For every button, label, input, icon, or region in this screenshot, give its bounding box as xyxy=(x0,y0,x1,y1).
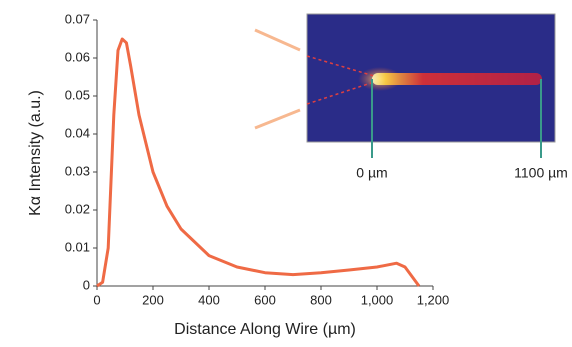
chart: 0 µm 1100 µm Distance Along Wire (µm) Kα… xyxy=(0,0,572,347)
pointer xyxy=(255,30,300,50)
x-tick-label: 1,000 xyxy=(361,292,394,307)
x-tick-label: 1,200 xyxy=(417,292,450,307)
inset-label: 0 µm xyxy=(356,165,387,181)
y-tick-label: 0.06 xyxy=(65,49,90,64)
inset-image: 0 µm 1100 µm xyxy=(255,14,568,181)
y-tick-label: 0.04 xyxy=(65,125,90,140)
x-tick-label: 600 xyxy=(254,292,276,307)
x-tick-label: 0 xyxy=(93,292,100,307)
y-tick-label: 0.05 xyxy=(65,87,90,102)
x-tick-label: 800 xyxy=(310,292,332,307)
wire xyxy=(372,73,542,85)
y-tick-label: 0.02 xyxy=(65,201,90,216)
y-tick-label: 0.03 xyxy=(65,163,90,178)
y-tick-label: 0.07 xyxy=(65,11,90,26)
pointer xyxy=(255,110,300,128)
x-axis-title: Distance Along Wire (µm) xyxy=(174,321,356,338)
y-tick-label: 0.01 xyxy=(65,239,90,254)
y-tick-label: 0 xyxy=(83,277,90,292)
x-tick-label: 400 xyxy=(198,292,220,307)
x-tick-label: 200 xyxy=(142,292,164,307)
y-axis-title: Kα Intensity (a.u.) xyxy=(27,90,44,216)
inset-label: 1100 µm xyxy=(514,165,568,181)
